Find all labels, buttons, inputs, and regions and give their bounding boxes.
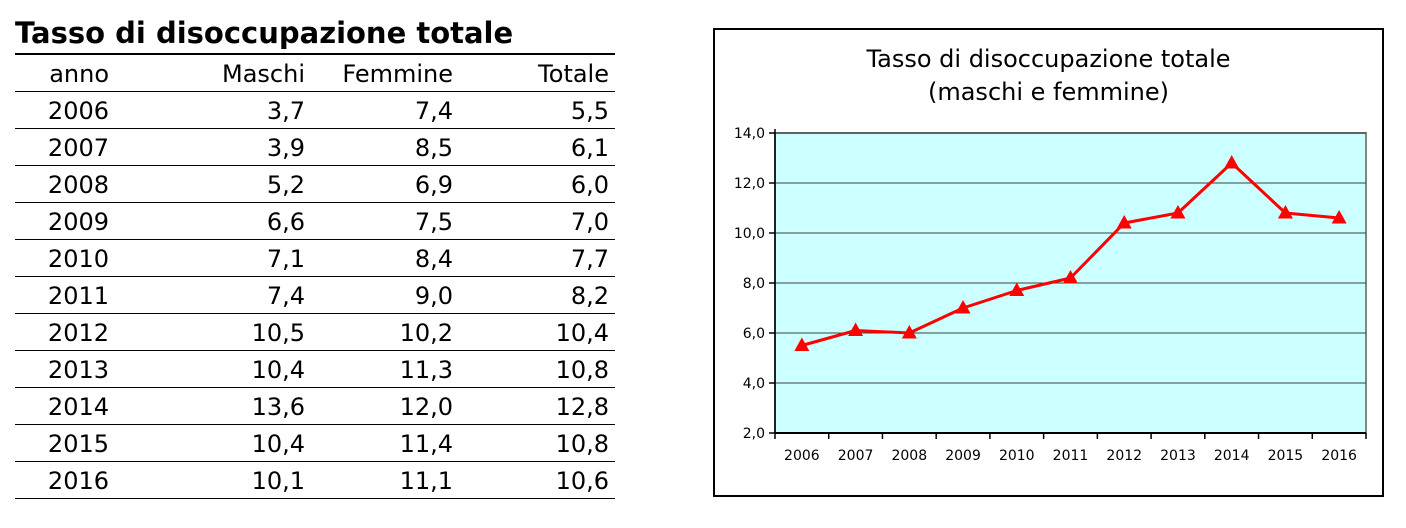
data-point-marker xyxy=(1224,155,1240,169)
value-cell: 6,6 xyxy=(115,202,311,240)
chart-title: Tasso di disoccupazione totale xyxy=(866,45,1231,73)
value-cell: 10,4 xyxy=(459,313,615,351)
table-row: 2009 6,6 7,5 7,0 xyxy=(15,202,615,240)
y-tick-label: 10,0 xyxy=(734,226,765,242)
x-tick-label: 2008 xyxy=(891,448,927,464)
value-cell: 6,9 xyxy=(311,165,459,203)
data-point-marker xyxy=(1277,205,1293,219)
value-cell: 12,0 xyxy=(311,387,459,425)
x-tick-label: 2013 xyxy=(1160,448,1196,464)
table-row: 2008 5,2 6,9 6,0 xyxy=(15,165,615,203)
unemployment-table: anno Maschi Femmine Totale 2006 3,7 7,4 5,5… xyxy=(15,55,615,499)
value-cell: 8,2 xyxy=(459,276,615,314)
table-row: 2016 10,1 11,1 10,6 xyxy=(15,461,615,499)
x-tick-label: 2009 xyxy=(945,448,981,464)
y-tick-label: 4,0 xyxy=(743,376,765,392)
value-cell: 10,8 xyxy=(459,424,615,462)
value-cell: 11,1 xyxy=(311,461,459,499)
year-cell: 2008 xyxy=(15,165,115,203)
value-cell: 5,5 xyxy=(459,91,615,129)
value-cell: 8,4 xyxy=(311,239,459,277)
table-row: 2014 13,6 12,0 12,8 xyxy=(15,387,615,425)
y-tick-label: 6,0 xyxy=(743,326,765,342)
x-tick-label: 2014 xyxy=(1214,448,1250,464)
x-tick-label: 2006 xyxy=(784,448,820,464)
value-cell: 10,8 xyxy=(459,350,615,388)
x-tick-label: 2011 xyxy=(1053,448,1089,464)
value-cell: 11,3 xyxy=(311,350,459,388)
year-cell: 2014 xyxy=(15,387,115,425)
value-cell: 13,6 xyxy=(115,387,311,425)
year-cell: 2009 xyxy=(15,202,115,240)
table-row: 2010 7,1 8,4 7,7 xyxy=(15,239,615,277)
column-header-totale: Totale xyxy=(459,55,615,92)
value-cell: 7,0 xyxy=(459,202,615,240)
year-cell: 2013 xyxy=(15,350,115,388)
y-tick-label: 12,0 xyxy=(734,176,765,192)
data-point-marker xyxy=(848,322,864,336)
value-cell: 12,8 xyxy=(459,387,615,425)
data-point-marker xyxy=(1116,215,1132,229)
data-point-marker xyxy=(1331,210,1347,224)
value-cell: 10,4 xyxy=(115,424,311,462)
table-row: 2012 10,5 10,2 10,4 xyxy=(15,313,615,351)
value-cell: 10,1 xyxy=(115,461,311,499)
x-tick-label: 2007 xyxy=(838,448,874,464)
value-cell: 10,6 xyxy=(459,461,615,499)
year-cell: 2007 xyxy=(15,128,115,166)
year-cell: 2016 xyxy=(15,461,115,499)
y-tick-label: 14,0 xyxy=(734,126,765,142)
table-row: 2006 3,7 7,4 5,5 xyxy=(15,91,615,129)
line-chart: 2,0 4,0 6,0 8,0 10,0 12,0 14,0 2006 2007 2008 2009… xyxy=(734,126,1367,464)
table-panel: Tasso di disoccupazione totale anno Masc… xyxy=(15,17,615,499)
header-row: anno Maschi Femmine Totale xyxy=(15,55,615,92)
x-tick-label: 2016 xyxy=(1321,448,1357,464)
data-point-marker xyxy=(955,300,971,314)
value-cell: 6,1 xyxy=(459,128,615,166)
value-cell: 3,9 xyxy=(115,128,311,166)
table-title: Tasso di disoccupazione totale xyxy=(15,17,615,55)
value-cell: 6,0 xyxy=(459,165,615,203)
data-point-marker xyxy=(1063,270,1078,284)
table-row: 2015 10,4 11,4 10,8 xyxy=(15,424,615,462)
value-cell: 10,2 xyxy=(311,313,459,351)
data-point-marker xyxy=(794,337,810,351)
value-cell: 8,5 xyxy=(311,128,459,166)
value-cell: 10,5 xyxy=(115,313,311,351)
value-cell: 7,5 xyxy=(311,202,459,240)
value-cell: 3,7 xyxy=(115,91,311,129)
y-tick-label: 8,0 xyxy=(743,276,765,292)
value-cell: 5,2 xyxy=(115,165,311,203)
chart-title-block: Tasso di disoccupazione totale (maschi e… xyxy=(715,43,1382,109)
table-row: 2011 7,4 9,0 8,2 xyxy=(15,276,615,314)
value-cell: 10,4 xyxy=(115,350,311,388)
value-cell: 11,4 xyxy=(311,424,459,462)
value-cell: 7,1 xyxy=(115,239,311,277)
value-cell: 7,7 xyxy=(459,239,615,277)
value-cell: 7,4 xyxy=(115,276,311,314)
year-cell: 2006 xyxy=(15,91,115,129)
year-cell: 2011 xyxy=(15,276,115,314)
table-body: 2006 3,7 7,4 5,5 2007 3,9 8,5 6,1 2008 5,2 6,9 6,0 2… xyxy=(15,91,615,499)
data-point-marker xyxy=(1170,205,1186,219)
year-cell: 2012 xyxy=(15,313,115,351)
table-row: 2007 3,9 8,5 6,1 xyxy=(15,128,615,166)
year-cell: 2015 xyxy=(15,424,115,462)
x-tick-label: 2012 xyxy=(1106,448,1142,464)
data-point-marker xyxy=(901,325,917,339)
year-cell: 2010 xyxy=(15,239,115,277)
chart-subtitle: (maschi e femmine) xyxy=(927,78,1170,106)
value-cell: 7,4 xyxy=(311,91,459,129)
y-tick-label: 2,0 xyxy=(743,426,765,442)
column-header-maschi: Maschi xyxy=(115,55,311,92)
data-point-marker xyxy=(1009,282,1025,296)
chart-panel: Tasso di disoccupazione totale (maschi e… xyxy=(713,28,1384,497)
column-header-femmine: Femmine xyxy=(311,55,459,92)
value-cell: 9,0 xyxy=(311,276,459,314)
x-tick-label: 2015 xyxy=(1268,448,1304,464)
table-row: 2013 10,4 11,3 10,8 xyxy=(15,350,615,388)
x-tick-label: 2010 xyxy=(999,448,1035,464)
column-header-anno: anno xyxy=(15,55,115,92)
